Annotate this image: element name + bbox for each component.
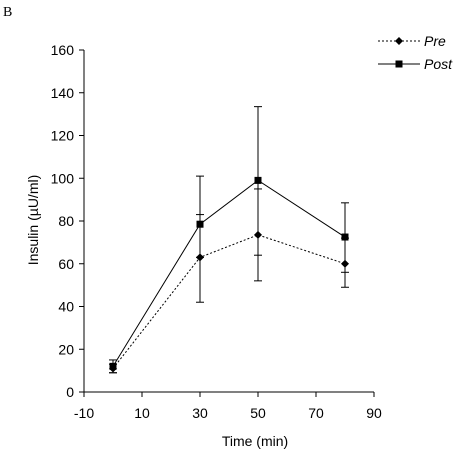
legend-label-pre: Pre (424, 33, 446, 49)
y-tick-label: 160 (51, 42, 75, 58)
data-point-post (109, 362, 117, 370)
y-tick-label: 60 (58, 256, 74, 272)
legend-marker-post (395, 60, 403, 68)
y-tick-label: 120 (51, 128, 75, 144)
series-post (109, 106, 349, 374)
y-tick-label: 0 (66, 384, 74, 400)
x-axis-title: Time (min) (222, 433, 288, 449)
y-tick-label: 100 (51, 170, 75, 186)
x-tick-label: 90 (366, 405, 382, 421)
y-tick-label: 40 (58, 299, 74, 315)
legend: Pre Post (378, 33, 453, 72)
legend-label-post: Post (424, 56, 453, 72)
series-line-pre (112, 234, 346, 369)
legend-marker-pre (395, 37, 403, 45)
x-tick-label: 30 (192, 405, 208, 421)
x-tick-label: 50 (250, 405, 266, 421)
chart-marks (109, 106, 349, 374)
data-point-post (254, 176, 262, 184)
data-point-post (341, 233, 349, 241)
series-line-post (112, 179, 346, 367)
y-tick-label: 140 (51, 85, 75, 101)
axes: 0 20 40 60 80 100 120 140 160 -10 10 30 50 70 90 (51, 42, 382, 421)
x-tick-label: -10 (74, 405, 94, 421)
x-tick-label: 70 (308, 405, 324, 421)
y-tick-label: 80 (58, 213, 74, 229)
y-axis-title: Insulin (µU/ml) (25, 175, 41, 266)
panel-label: B (3, 5, 12, 20)
y-tick-label: 20 (58, 341, 74, 357)
data-point-post (196, 220, 204, 228)
x-tick-label: 10 (134, 405, 150, 421)
